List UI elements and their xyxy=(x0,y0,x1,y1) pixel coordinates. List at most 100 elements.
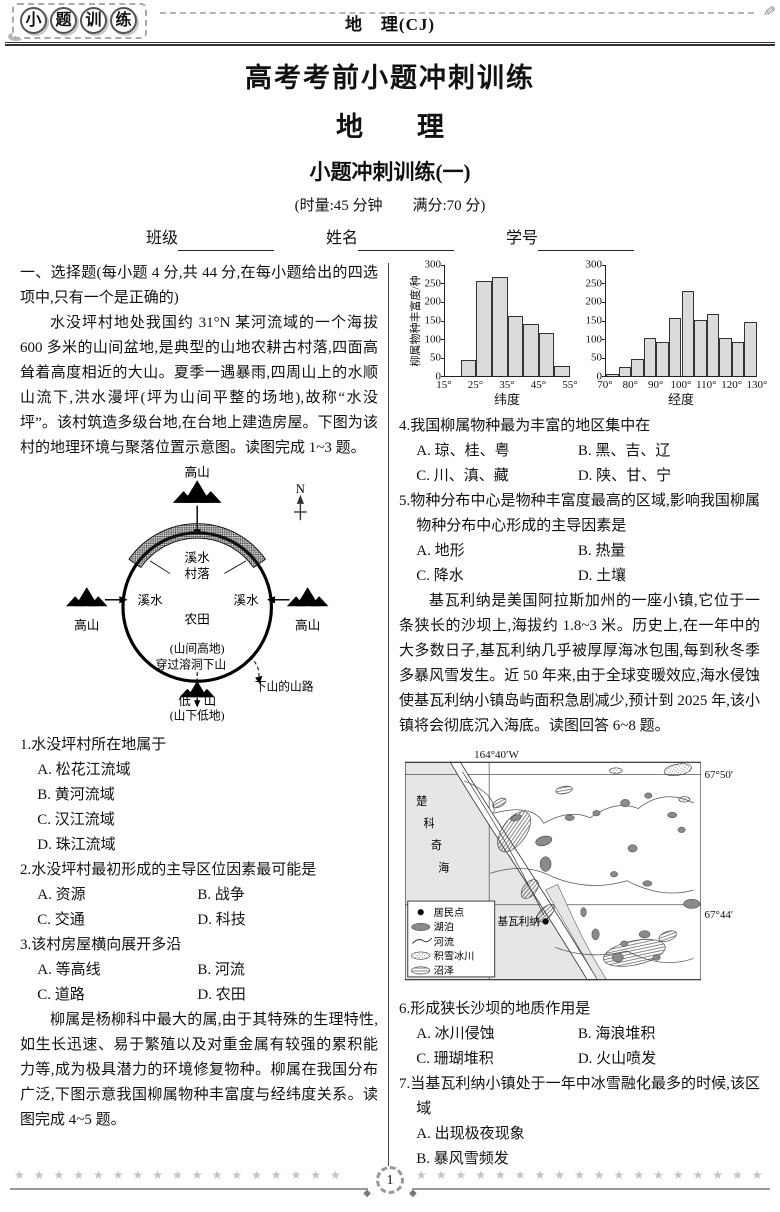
main-title: 高考考前小题冲刺训练 xyxy=(245,63,535,93)
question-text: 水没坪村所在地属于 xyxy=(31,737,167,753)
option-a: A. 松花江流域 xyxy=(37,762,131,778)
bar xyxy=(643,337,657,376)
y-tick-label: 300 xyxy=(424,258,442,271)
x-tick-label: 25° xyxy=(467,379,484,391)
option-d: D. 陕、甘、宁 xyxy=(577,468,672,484)
logo-xiaoti-xunlian: 小 题 训 练 xyxy=(12,3,147,39)
option-c: C. 汉江流域 xyxy=(37,812,115,828)
legend-label: 积雪冰川 xyxy=(433,949,474,962)
y-tick-label: 250 xyxy=(424,277,442,290)
willow-paragraph: 柳属是杨柳科中最大的属,由于其特殊的生理特性,如生长迅速、易于繁殖以及对重金属有… xyxy=(20,1012,378,1128)
y-tick-label: 50 xyxy=(430,351,441,364)
page-footer: ★★★★★★★★★★★★★★★★★ ◆ 1 ★★★★★★★★★★★★★★★★★★… xyxy=(0,1160,780,1200)
question-text: 我国柳属物种最为丰富的地区集中在 xyxy=(410,418,651,434)
town-label: 基瓦利纳 xyxy=(497,915,540,928)
y-tick-mark xyxy=(602,320,606,322)
stream-top-label: 溪水 xyxy=(185,551,211,565)
bar xyxy=(744,322,757,376)
arrow-right-icon xyxy=(119,596,128,604)
y-tick-label: 100 xyxy=(424,333,442,346)
y-tick-mark xyxy=(441,338,445,340)
header-rule xyxy=(5,42,775,46)
bar xyxy=(491,277,508,376)
section-heading: 一、选择题(每小题 4 分,共 44 分,在每小题给出的四选项中,只有一个是正确… xyxy=(20,265,378,306)
stream-left-label: 溪水 xyxy=(137,593,163,607)
option-b: B. 黑、吉、辽 xyxy=(577,443,671,459)
title-block: 高考考前小题冲刺训练 地 理 小题冲刺训练(一) (时量:45 分钟 满分:70… xyxy=(0,58,780,251)
village-label: 村落 xyxy=(185,567,211,581)
bar xyxy=(554,366,570,376)
sea-name-label: 楚 科 奇 海 xyxy=(416,794,449,875)
logo-char: 练 xyxy=(110,7,137,34)
bar xyxy=(460,360,477,376)
bar xyxy=(719,337,732,376)
y-tick-label: 250 xyxy=(585,277,603,290)
svg-text:科: 科 xyxy=(423,816,434,830)
lowland-label: (山下低地) xyxy=(170,709,225,722)
x-tick-label: 15° xyxy=(436,379,452,391)
y-tick-label: 300 xyxy=(585,258,603,271)
diamond-icon: ◆ xyxy=(409,1188,417,1199)
farmland-label: 农田 xyxy=(185,612,210,626)
y-tick-label: 200 xyxy=(424,295,442,308)
x-tick-label: 120° xyxy=(721,379,743,391)
x-tick-label: 45° xyxy=(530,379,547,391)
bar xyxy=(476,280,492,376)
y-tick-label: 200 xyxy=(585,295,603,308)
x-axis-ticks: 15° 25° 35° 45° 55° xyxy=(436,377,577,392)
plot-area xyxy=(602,265,757,377)
lakes xyxy=(509,792,700,963)
option-b: B. 黄河流域 xyxy=(37,787,115,803)
y-tick-mark xyxy=(441,265,445,266)
legend-label: 湖泊 xyxy=(433,922,453,934)
question-text: 物种分布中心是物种丰富度最高的区域,影响我国柳属物种分布中心形成的主导因素是 xyxy=(410,493,760,534)
question-6: 6.形成狭长沙坝的地质作用是 A. 冰川侵蚀 B. 海浪堆积 C. 珊瑚堆积 D… xyxy=(399,997,760,1072)
path-arrow-icon xyxy=(255,675,263,684)
question-2: 2.水没坪村最初形成的主导区位因素最可能是 A. 资源 B. 战争 C. 交通 … xyxy=(20,858,378,933)
longitude-label: 164°40′W xyxy=(474,749,519,761)
latitude-label: 67°44′ xyxy=(704,909,734,921)
class-blank-line xyxy=(177,234,274,251)
y-axis: 0 50 100 150 200 250 300 xyxy=(419,259,444,382)
svg-text:奇: 奇 xyxy=(430,839,441,852)
bar xyxy=(538,332,555,376)
question-number: 3. xyxy=(20,937,32,953)
swamp-icon xyxy=(410,966,430,975)
snow-glacier-icon xyxy=(410,951,430,960)
exam-meta: (时量:45 分钟 满分:70 分) xyxy=(294,198,486,214)
x-tick-label: 130° xyxy=(746,379,768,391)
logo-char: 题 xyxy=(50,7,77,34)
legend-label: 河流 xyxy=(433,935,453,948)
x-tick-label: 100° xyxy=(670,379,692,391)
x-tick-label: 80° xyxy=(622,379,639,391)
question-1: 1.水没坪村所在地属于 A. 松花江流域 B. 黄河流域 C. 汉江流域 D. … xyxy=(20,733,378,858)
section-title: 小题冲刺训练(一) xyxy=(309,160,471,184)
stars-row: ★★★★★★★★★★★★★★★★★ xyxy=(14,1168,350,1182)
column-divider xyxy=(388,263,389,1172)
x-axis-label: 经度 xyxy=(667,392,694,407)
option-a: A. 冰川侵蚀 xyxy=(416,1026,495,1042)
question-number: 4. xyxy=(399,418,411,434)
option-a: A. 地形 xyxy=(416,543,465,559)
x-tick-label: 70° xyxy=(597,379,613,391)
y-tick-label: 0 xyxy=(435,370,442,383)
option-d: D. 科技 xyxy=(197,912,246,928)
low-mountain-label: 低 山 xyxy=(178,694,216,708)
bar xyxy=(656,341,669,376)
option-d: D. 火山喷发 xyxy=(577,1051,657,1067)
kivalina-paragraph: 基瓦利纳是美国阿拉斯加州的一座小镇,它位于一条狭长的沙坝上,海拔约 1.8~3 … xyxy=(399,593,760,734)
option-c: C. 川、滇、藏 xyxy=(416,468,509,484)
north-compass-icon: N xyxy=(294,482,307,521)
option-b: B. 海浪堆积 xyxy=(577,1026,656,1042)
y-tick-label: 50 xyxy=(591,351,602,364)
legend-label: 沼泽 xyxy=(433,964,453,977)
arrow-down-icon xyxy=(194,700,201,708)
kivalina-map: 164°40′W 67°50′ 67°44′ xyxy=(404,743,755,993)
settlement-icon xyxy=(417,909,424,916)
bar xyxy=(694,319,707,376)
stars-row: ★★★★★★★★★★★★★★★★★★ xyxy=(416,1168,766,1182)
y-tick-mark xyxy=(441,301,445,303)
svg-text:N: N xyxy=(296,482,305,496)
option-b: B. 战争 xyxy=(197,887,245,903)
option-b: B. 热量 xyxy=(577,543,626,559)
